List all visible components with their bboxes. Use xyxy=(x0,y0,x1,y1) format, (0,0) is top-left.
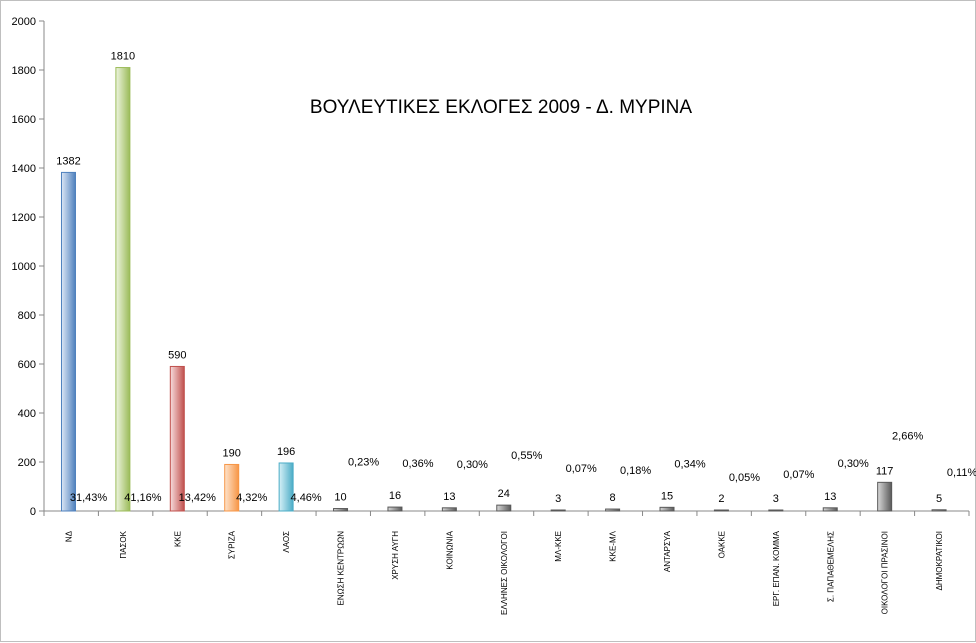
value-label: 13 xyxy=(824,491,836,503)
bar-13 xyxy=(713,509,729,512)
percent-label: 0,55% xyxy=(511,450,542,462)
percent-label: 0,36% xyxy=(402,458,433,470)
category-label: ΝΔ xyxy=(64,530,73,542)
category-label: Σ. ΠΑΠΑΘΕΜΕΛΗΣ xyxy=(826,531,835,602)
category-label: ΣΥΡΙΖΑ xyxy=(228,530,237,559)
percent-label: 2,66% xyxy=(892,430,923,442)
bar-4 xyxy=(224,463,240,512)
y-tick-label: 400 xyxy=(18,408,36,420)
percent-label: 0,07% xyxy=(783,469,814,481)
bar-6 xyxy=(333,508,349,512)
y-tick-label: 1400 xyxy=(12,163,36,175)
category-label: ΧΡΥΣΗ ΑΥΓΗ xyxy=(391,531,400,580)
value-label: 3 xyxy=(773,493,779,505)
percent-label: 0,18% xyxy=(620,465,651,477)
bar-7 xyxy=(387,506,403,512)
chart-axes: 0 200 400 600 800 1000 1200 1400 1600 1800 2000 xyxy=(12,16,970,518)
percent-label: 0,30% xyxy=(838,458,869,470)
percent-label: 0,34% xyxy=(674,458,705,470)
bar-12 xyxy=(659,506,675,512)
category-label: ΠΑΣΟΚ xyxy=(119,530,128,558)
percent-label: 0,30% xyxy=(457,459,488,471)
chart-bars xyxy=(60,67,947,512)
bar-2 xyxy=(115,67,131,512)
category-label: ΕΝΩΣΗ ΚΕΝΤΡΩΩΝ xyxy=(337,531,346,606)
value-label: 196 xyxy=(277,446,295,458)
y-tick-label: 800 xyxy=(18,310,36,322)
value-label: 2 xyxy=(718,493,724,505)
value-label: 16 xyxy=(389,490,401,502)
category-label: ΑΝΤΑΡΣΥΑ xyxy=(663,530,672,572)
percent-label: 31,43% xyxy=(70,492,108,504)
value-label: 3 xyxy=(555,493,561,505)
percent-label: 0,11% xyxy=(947,467,976,479)
bar-9 xyxy=(496,504,512,512)
y-tick-label: 1800 xyxy=(12,65,36,77)
value-label: 190 xyxy=(223,447,241,459)
percent-label: 0,05% xyxy=(729,472,760,484)
value-label: 13 xyxy=(443,491,455,503)
bar-11 xyxy=(605,508,621,512)
bar-17 xyxy=(931,509,947,512)
category-label: ΚΟΙΝΩΝΙΑ xyxy=(445,530,454,569)
bar-14 xyxy=(768,509,784,512)
y-tick-label: 600 xyxy=(18,359,36,371)
value-label: 15 xyxy=(661,490,673,502)
percent-label: 0,07% xyxy=(566,463,597,475)
chart-title: ΒΟΥΛΕΥΤΙΚΕΣ ΕΚΛΟΓΕΣ 2009 - Δ. ΜΥΡΙΝΑ xyxy=(310,97,692,118)
y-tick-label: 0 xyxy=(30,506,36,518)
chart-labels: 138231,43%ΝΔ181041,16%ΠΑΣΟΚ59013,42%ΚΚΕ1… xyxy=(56,51,976,615)
category-label: ΔΗΜΟΚΡΑΤΙΚΟΙ xyxy=(935,531,944,590)
percent-label: 4,46% xyxy=(291,492,322,504)
value-label: 1810 xyxy=(111,51,135,63)
bar-10 xyxy=(550,509,566,512)
y-tick-label: 1000 xyxy=(12,261,36,273)
value-label: 5 xyxy=(936,493,942,505)
bar-8 xyxy=(441,507,457,512)
category-label: ΛΑΟΣ xyxy=(282,531,291,553)
category-label: ΕΡΓ. ΕΠΑΝ. ΚΟΜΜΑ xyxy=(772,530,781,606)
value-label: 8 xyxy=(610,492,616,504)
percent-label: 41,16% xyxy=(124,492,162,504)
y-tick-label: 1600 xyxy=(12,114,36,126)
percent-label: 0,23% xyxy=(348,457,379,469)
value-label: 1382 xyxy=(56,155,80,167)
value-label: 590 xyxy=(168,349,186,361)
bar-15 xyxy=(822,507,838,512)
category-label: ΚΚΕ xyxy=(173,531,182,547)
percent-label: 4,32% xyxy=(236,492,267,504)
value-label: 117 xyxy=(876,465,894,477)
percent-label: 13,42% xyxy=(179,492,217,504)
bar-5 xyxy=(278,462,294,512)
category-label: ΕΛΛΗΝΕΣ ΟΙΚΟΛΟΓΟΙ xyxy=(500,531,509,615)
category-label: ΟΑΚΚΕ xyxy=(717,531,726,558)
bar-3 xyxy=(169,365,185,512)
bar-16 xyxy=(877,481,893,512)
y-tick-label: 2000 xyxy=(12,16,36,28)
y-tick-label: 1200 xyxy=(12,212,36,224)
bar-1 xyxy=(60,171,76,512)
value-label: 24 xyxy=(498,488,510,500)
category-label: ΟΙΚΟΛΟΓΟΙ ΠΡΑΣΙΝΟΙ xyxy=(881,531,890,614)
category-label: ΚΚΕ-ΜΛ xyxy=(609,530,618,561)
category-label: ΜΛ-ΚΚΕ xyxy=(554,531,563,562)
value-label: 10 xyxy=(334,492,346,504)
y-tick-label: 200 xyxy=(18,457,36,469)
